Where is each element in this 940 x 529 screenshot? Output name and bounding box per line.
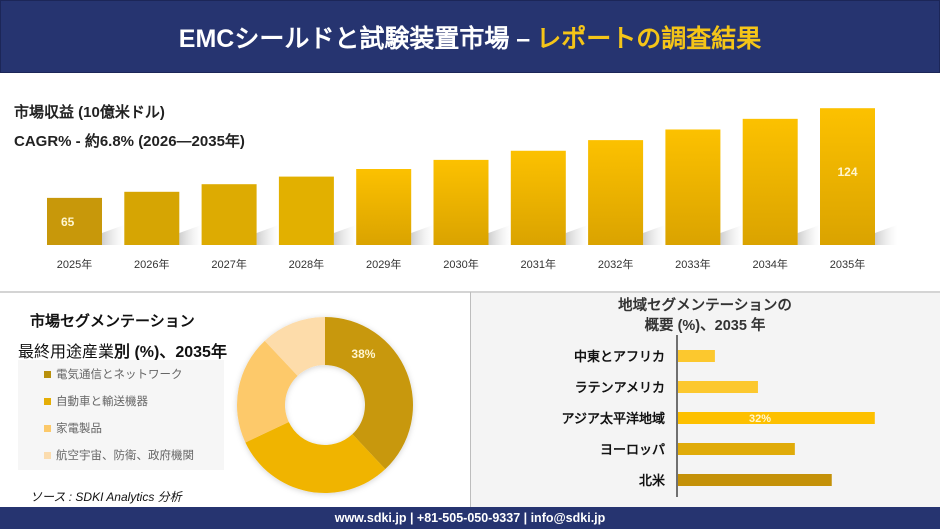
bar-2025年 [47,197,102,245]
bar-shadow [488,225,511,245]
bar-data-label: 65 [61,215,75,229]
region-bar-ヨーロッパ [678,443,795,455]
legend-label: 航空宇宙、防衛、政府機関 [56,450,194,462]
bar-2026年 [124,191,180,245]
source-note: ソース : SDKI Analytics 分析 [30,490,182,504]
bar-2031年 [510,150,566,245]
legend-swatch [44,397,51,405]
donut-legend: 電気通信とネットワーク 自動車と輸送機器 家電製品 航空宇宙、防衛、政府機関 [18,360,224,470]
bar-2027年 [201,184,257,245]
segmentation-subtitle-a: 最終用途産業 [18,344,115,361]
bar-2028年 [278,176,334,245]
legend-label: 家電製品 [56,423,102,435]
bar-shadow [720,225,743,245]
region-chart-title: 地域セグメンテーションの 概要 (%)、2035 年 [560,296,850,336]
x-tick-label: 2034年 [752,257,787,271]
bar-shadow [875,225,897,245]
legend-item: 航空宇宙、防衛、政府機関 [44,447,194,463]
donut-slice-2 [245,422,386,493]
region-category-label: アジア太平洋地域 [562,411,665,426]
bar-2029年 [356,169,412,245]
region-category-label: 北米 [639,473,666,488]
segmentation-title: 市場セグメンテーション [30,313,195,330]
end-use-donut-chart: 38% [237,317,413,493]
donut-slice-4 [264,317,325,376]
segmentation-subtitle: 最終用途産業別 (%)、2035年 [18,338,227,362]
x-tick-label: 2026年 [134,257,169,271]
region-bar-中東とアフリカ [678,350,715,362]
region-bar-ラテンアメリカ [678,381,758,393]
legend-item: 自動車と輸送機器 [44,393,148,409]
bar-data-label: 124 [837,165,857,179]
region-panel [471,293,940,507]
legend-label: 自動車と輸送機器 [56,396,148,408]
legend-swatch [44,424,51,432]
x-tick-label: 2027年 [211,257,246,271]
region-bar-アジア太平洋地域 [678,412,875,424]
legend-swatch [44,370,51,378]
bar-shadow [179,225,202,245]
legend-label: 電気通信とネットワーク [56,369,183,381]
revenue-bar-chart: 2025年 65 2026年 2027年 2028年 2029年 2030年 2031年 203… [47,108,897,271]
region-category-label: 中東とアフリカ [574,349,665,364]
bar-shadow [333,225,356,245]
bar-2035年 [820,108,875,245]
x-tick-label: 2030年 [443,257,478,271]
bar-shadow [411,225,434,245]
bar-2034年 [742,118,798,245]
donut-data-label: 38% [351,347,375,361]
bar-shadow [256,225,279,245]
bar-2033年 [665,129,721,245]
bar-2030年 [433,159,489,245]
revenue-label: 市場収益 (10億米ドル) [14,104,165,121]
bar-shadow [797,225,820,245]
region-category-label: ヨーロッパ [600,442,665,457]
bar-shadow [643,225,666,245]
x-tick-label: 2032年 [598,257,633,271]
page-title-accent: レポートの調査結果 [536,24,762,53]
bar-2032年 [588,140,644,245]
section-divider-vertical [470,292,471,507]
region-title-line1: 地域セグメンテーションの [618,298,792,314]
region-category-label: ラテンアメリカ [575,380,665,395]
bar-shadow [565,225,588,245]
donut-slice-3 [237,340,298,443]
cagr-label: CAGR% - 約6.8% (2026—2035年) [14,133,245,150]
x-tick-label: 2029年 [366,257,401,271]
header-banner: EMCシールドと試験装置市場 – レポートの調査結果 [0,0,940,73]
region-bar-北米 [678,474,832,486]
donut-slice-1 [325,317,413,470]
bar-shadow [102,225,124,245]
region-data-label: 32% [749,413,771,425]
segmentation-subtitle-b: 別 (%)、2035年 [114,344,227,361]
x-tick-label: 2031年 [521,257,556,271]
x-tick-label: 2033年 [675,257,710,271]
x-tick-label: 2035年 [830,257,865,271]
legend-swatch [44,451,51,459]
legend-item: 電気通信とネットワーク [44,366,183,382]
region-title-line2: 概要 (%)、2035 年 [644,318,766,334]
page-title: EMCシールドと試験装置市場 – [178,24,531,53]
footer-contact: www.sdki.jp | +81-505-050-9337 | info@sd… [0,507,940,529]
x-tick-label: 2025年 [57,257,92,271]
x-tick-label: 2028年 [289,257,324,271]
legend-item: 家電製品 [44,420,102,436]
